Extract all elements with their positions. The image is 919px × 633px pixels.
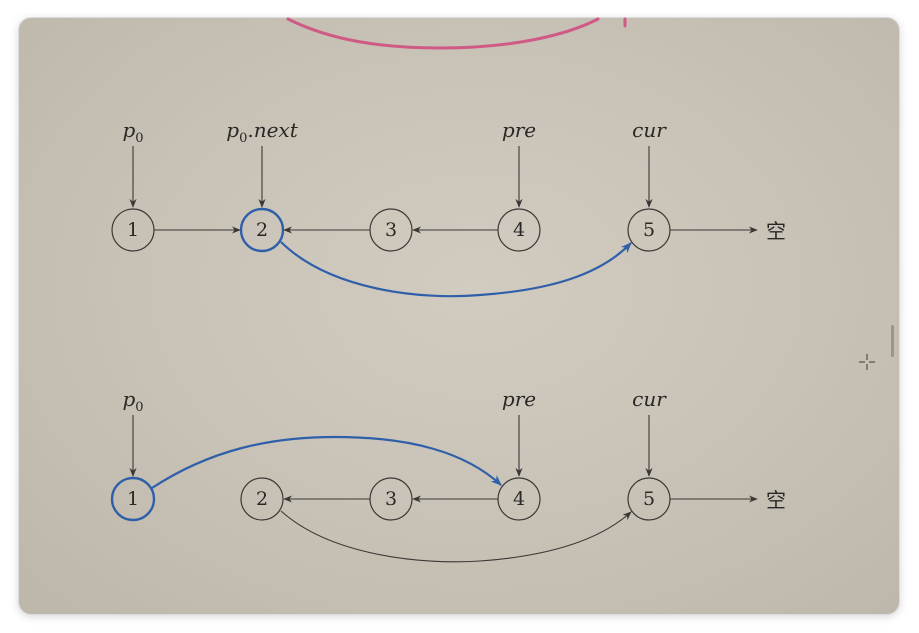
node-2: 2 bbox=[239, 207, 285, 253]
node-2: 2 bbox=[240, 477, 284, 521]
edge-2-to-5-curved bbox=[280, 241, 632, 298]
row-1: p0 p0.next pre cur 1 2 3 4 5 bbox=[111, 118, 786, 298]
pointer-pre-label: pre bbox=[502, 118, 536, 142]
svg-text:5: 5 bbox=[643, 488, 655, 510]
edge-2-to-5-curved bbox=[280, 510, 632, 563]
null-label: 空 bbox=[766, 219, 786, 243]
svg-text:2: 2 bbox=[256, 488, 268, 510]
pointer-cur-label: cur bbox=[632, 118, 667, 142]
pointer-p0-next-label: p0.next bbox=[226, 118, 298, 146]
null-label: 空 bbox=[766, 488, 786, 512]
pink-annotation-arc bbox=[286, 17, 600, 50]
edge-1-to-4-curved bbox=[151, 435, 502, 489]
node-4: 4 bbox=[497, 208, 541, 252]
pointer-cur-label-2: cur bbox=[632, 387, 667, 411]
node-3: 3 bbox=[369, 208, 413, 252]
pointer-pre-label-2: pre bbox=[502, 387, 536, 411]
move-cursor-icon bbox=[859, 354, 875, 370]
row-2: p0 pre cur 1 2 3 4 5 空 bbox=[110, 387, 786, 563]
node-1: 1 bbox=[111, 208, 155, 252]
svg-text:5: 5 bbox=[643, 219, 655, 241]
svg-text:4: 4 bbox=[513, 488, 525, 510]
svg-text:2: 2 bbox=[256, 219, 268, 241]
svg-text:1: 1 bbox=[127, 488, 139, 510]
svg-text:3: 3 bbox=[385, 219, 397, 241]
svg-text:1: 1 bbox=[127, 219, 139, 241]
pointer-p0-label: p0 bbox=[122, 118, 143, 146]
svg-text:3: 3 bbox=[385, 488, 397, 510]
node-3: 3 bbox=[369, 477, 413, 521]
pointer-p0-label-2: p0 bbox=[122, 387, 143, 415]
scrollbar-thumb[interactable] bbox=[891, 325, 894, 357]
slide-frame bbox=[19, 18, 899, 614]
node-5: 5 bbox=[627, 477, 671, 521]
node-4: 4 bbox=[497, 477, 541, 521]
node-5: 5 bbox=[627, 208, 671, 252]
svg-text:4: 4 bbox=[513, 219, 525, 241]
node-1: 1 bbox=[110, 476, 156, 522]
